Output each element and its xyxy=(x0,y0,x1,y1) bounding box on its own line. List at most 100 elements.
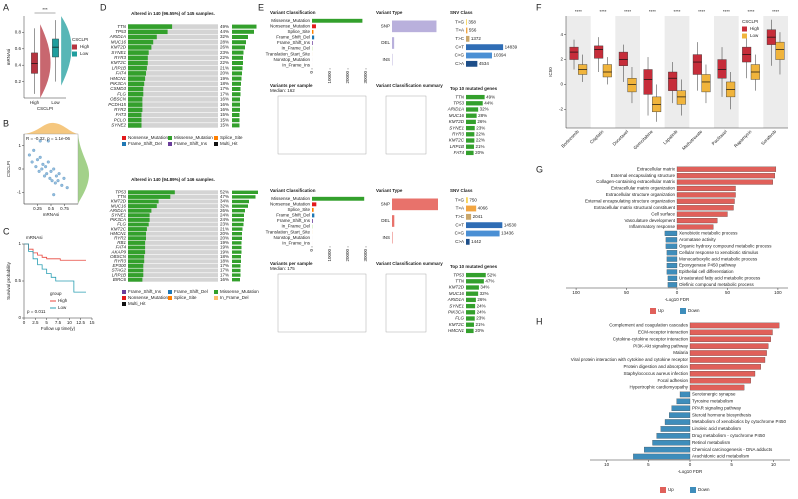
panel-title: Variant Classification summary xyxy=(376,261,443,266)
panel-subtitle: Median: 175 xyxy=(270,266,295,271)
legend-swatch xyxy=(122,290,126,294)
percent-label: 15% xyxy=(220,112,229,117)
row-background xyxy=(128,123,218,128)
point xyxy=(43,174,47,178)
category-label: Nonsense_Mutation xyxy=(270,202,311,207)
row-background xyxy=(128,250,218,255)
y-tick-label: -2 xyxy=(559,107,563,112)
category-label: Cell surface xyxy=(651,211,675,216)
point xyxy=(40,167,44,171)
x-tick-label: 0 xyxy=(23,320,26,325)
category-label: Protein digestion and absorption xyxy=(623,364,688,369)
mutation-block xyxy=(128,245,146,250)
legend-label: Missense_Mutation xyxy=(174,135,213,140)
category-label: DEL xyxy=(381,40,390,45)
row-background xyxy=(128,204,218,209)
bar xyxy=(466,303,476,309)
percent-label: 17% xyxy=(220,263,229,268)
value-label: 44% xyxy=(484,100,493,105)
percent-label: 28% xyxy=(220,39,229,44)
legend-swatch xyxy=(122,142,126,146)
legend-label: Nonsense_Mutation xyxy=(128,295,169,300)
value-label: 49% xyxy=(486,94,495,99)
point xyxy=(38,139,42,143)
plot-frame xyxy=(385,273,427,333)
legend-swatch xyxy=(168,142,172,146)
row-background xyxy=(128,97,218,102)
mutation-block xyxy=(128,81,145,87)
chart-title: Altered in 140 (94.89%) of 146 samples. xyxy=(131,177,215,182)
category-label: Translation_Start_Site xyxy=(266,229,311,234)
gene-label: ARID1A xyxy=(109,34,126,39)
gene-bar xyxy=(232,195,256,199)
gene-bar xyxy=(232,113,240,117)
row-background xyxy=(128,222,218,227)
legend-label: In_Frame_Del xyxy=(220,295,249,300)
point xyxy=(60,183,64,187)
category-label: Collagen-containing extracellular matrix xyxy=(596,179,676,184)
percent-label: 19% xyxy=(220,245,229,250)
box xyxy=(31,52,38,74)
category-label: Retinol metabolism xyxy=(692,440,731,445)
bar xyxy=(466,119,476,125)
mutation-block xyxy=(128,29,168,35)
significance: **** xyxy=(772,9,779,14)
bar xyxy=(466,291,479,296)
point xyxy=(46,139,50,143)
bar xyxy=(466,272,486,278)
category-label: HMCN1 xyxy=(448,328,464,333)
category-label: SNP xyxy=(381,24,390,29)
survival-curve xyxy=(24,243,86,293)
bar xyxy=(644,446,691,453)
y-tick-label: 0 xyxy=(560,82,563,87)
percent-label: 26% xyxy=(220,208,229,213)
mutation-block xyxy=(128,222,149,227)
gene-bar xyxy=(232,268,241,273)
value-label: 14839 xyxy=(505,44,518,49)
category-label: Extracellular matrix organization xyxy=(611,186,676,191)
category-label: Steroid hormone biosynthesis xyxy=(692,412,752,417)
panel-label: H xyxy=(536,316,543,326)
panel-label: B xyxy=(3,118,9,128)
legend-swatch xyxy=(690,487,696,493)
row-background xyxy=(128,86,218,92)
x-tick-label: 50 xyxy=(725,290,731,295)
bar xyxy=(676,218,718,224)
legend-swatch xyxy=(168,136,172,140)
category-label: Arachidonic acid metabolism xyxy=(692,454,750,459)
y-tick-label: 0.5 xyxy=(15,278,22,283)
bar xyxy=(392,198,438,211)
percent-label: 32% xyxy=(220,34,229,39)
category-label: Linoleic acid metabolism xyxy=(692,426,741,431)
bar xyxy=(466,144,474,149)
row-background xyxy=(128,34,218,40)
percent-label: 19% xyxy=(220,249,229,254)
gene-bar xyxy=(232,264,241,268)
legend-swatch xyxy=(214,290,218,294)
category-label: SNP xyxy=(381,202,390,207)
point xyxy=(41,162,45,166)
gene-bar xyxy=(232,50,244,55)
gene-bar xyxy=(232,241,242,245)
significance: *** xyxy=(42,7,48,12)
point xyxy=(62,176,66,180)
value-label: 28% xyxy=(478,113,487,118)
legend-label: Frame_Shift_Ins xyxy=(128,289,162,294)
percent-label: 16% xyxy=(220,97,229,102)
gene-bar xyxy=(232,45,245,50)
legend-label: Splice_Site xyxy=(220,135,243,140)
point xyxy=(35,158,39,162)
bar xyxy=(664,419,691,425)
legend-swatch xyxy=(72,51,77,57)
legend-label: Up xyxy=(668,487,674,492)
mutation-block xyxy=(128,112,142,118)
category-label: TP53 xyxy=(453,272,464,277)
point xyxy=(34,165,38,169)
category-label: Splice_Site xyxy=(287,207,310,212)
value-label: 14530 xyxy=(504,222,517,227)
mutation-block xyxy=(128,259,145,264)
bar xyxy=(689,336,771,342)
x-tick-label: 30000 xyxy=(363,249,368,262)
point xyxy=(49,169,53,173)
panel-label: A xyxy=(3,2,9,12)
